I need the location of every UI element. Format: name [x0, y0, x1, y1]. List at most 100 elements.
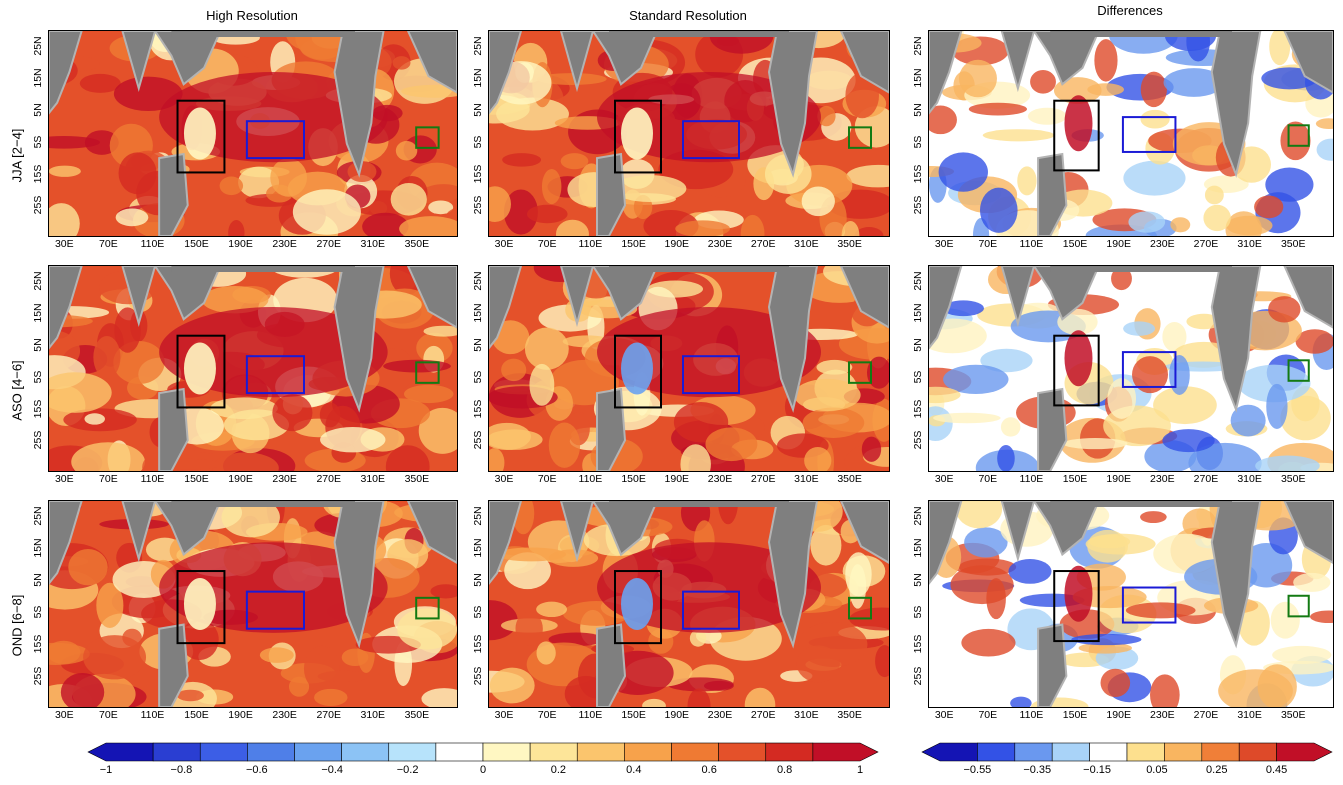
y-tick-label: 25N [912, 36, 924, 57]
colorbar-differences [921, 742, 1333, 762]
x-tick-label: 70E [99, 238, 118, 250]
map-panel-1-2 [488, 500, 890, 708]
green-region-box [1287, 124, 1310, 147]
y-tick-label: 25N [912, 271, 924, 292]
x-tick-label: 350E [837, 473, 862, 485]
field-patch [118, 152, 157, 195]
field-patch [1230, 404, 1266, 437]
field-patch [504, 552, 551, 590]
y-tick-label: 15S [32, 164, 44, 183]
x-tick-label: 150E [184, 238, 209, 250]
x-tick-label: 110E [140, 473, 165, 485]
field-patch [933, 412, 1001, 424]
field-patch [1111, 266, 1132, 291]
x-tick-label: 30E [934, 709, 954, 721]
field-patch [341, 648, 369, 667]
field-patch [292, 189, 361, 235]
land-mass [489, 501, 523, 586]
colorbar-tick-label: 0.45 [1265, 764, 1288, 776]
x-tick-label: 230E [272, 473, 297, 485]
land-mass [839, 266, 889, 329]
land-mass [609, 31, 789, 37]
y-tick-label: 5N [912, 338, 924, 352]
land-mass [171, 501, 355, 507]
map-svg [49, 266, 457, 471]
field-patch [1169, 354, 1190, 395]
field-patch [1132, 356, 1169, 394]
colorbar-swatch [1089, 742, 1128, 762]
field-patch [1218, 669, 1293, 707]
land-mass [121, 31, 157, 93]
land-mass [839, 31, 889, 94]
field-patch [961, 628, 1016, 657]
black-region-box [176, 570, 226, 645]
green-region-box [415, 126, 440, 149]
field-patch [1309, 610, 1333, 624]
field-patch [496, 97, 569, 131]
y-tick-label: 5N [912, 573, 924, 588]
warm-pool-anomaly [621, 578, 653, 630]
land-mass [1037, 387, 1068, 471]
field-patch [1071, 633, 1142, 646]
field-patch [980, 348, 1033, 373]
x-tick-label: 230E [707, 709, 733, 721]
column-title-standard-resolution: Standard Resolution [629, 8, 747, 23]
y-tick-label: 5N [32, 103, 44, 117]
colorbar-swatch [718, 742, 767, 762]
row-label-ond: OND [6−8] [9, 594, 25, 657]
land-mass [1037, 623, 1068, 707]
map-panel-2-1 [928, 265, 1334, 472]
field-patch [675, 220, 730, 236]
x-tick-label: 70E [99, 709, 118, 721]
colorbar-tick-label: 0.05 [1146, 764, 1168, 776]
field-patch [1254, 195, 1284, 219]
field-patch [764, 153, 812, 194]
black-region-box [1053, 99, 1100, 172]
field-patch [1203, 204, 1231, 232]
warm-band [597, 307, 821, 398]
land-mass [49, 501, 83, 586]
x-tick-label: 150E [1062, 473, 1088, 485]
land-mass [153, 31, 222, 86]
x-tick-label: 70E [978, 473, 998, 485]
x-tick-label: 70E [537, 709, 557, 721]
y-tick-label: 15N [912, 303, 924, 323]
colorbar-swatch [671, 742, 719, 762]
field-patch [1010, 696, 1032, 707]
x-tick-label: 190E [1106, 238, 1131, 250]
x-tick-label: 230E [1150, 238, 1175, 250]
map-panel-0-0 [48, 30, 458, 237]
field-patch [1266, 383, 1288, 429]
field-patch [201, 285, 269, 314]
land-mass [1050, 31, 1232, 37]
field-patch [541, 168, 562, 205]
field-patch [49, 136, 100, 149]
field-patch [221, 501, 280, 538]
land-mass [153, 501, 222, 557]
field-patch [1153, 386, 1217, 425]
land-mass [489, 31, 523, 115]
colorbar-tick-label: 0.25 [1206, 764, 1228, 776]
row-label-aso: ASO [4−6] [9, 360, 25, 421]
field-patch [49, 165, 81, 177]
warm-band [159, 72, 388, 163]
y-tick-label: 5S [32, 370, 44, 384]
map-panel-0-1 [48, 265, 458, 472]
y-tick-label: 15N [32, 68, 44, 88]
land-mass [767, 501, 819, 649]
land-mass [1283, 31, 1333, 94]
x-tick-label: 230E [272, 238, 297, 250]
field-patch [536, 641, 556, 665]
warm-pool-anomaly [621, 342, 653, 395]
x-tick-label: 30E [934, 473, 954, 485]
x-tick-label: 270E [1193, 473, 1219, 485]
warm-pool-anomaly [621, 107, 653, 160]
land-mass [153, 266, 222, 321]
field-patch [272, 394, 313, 432]
land-mass [591, 266, 659, 321]
field-patch [744, 687, 776, 707]
field-patch [958, 59, 997, 98]
map-svg [929, 266, 1333, 471]
y-tick-label: 25N [912, 506, 924, 527]
map-svg [489, 501, 889, 707]
